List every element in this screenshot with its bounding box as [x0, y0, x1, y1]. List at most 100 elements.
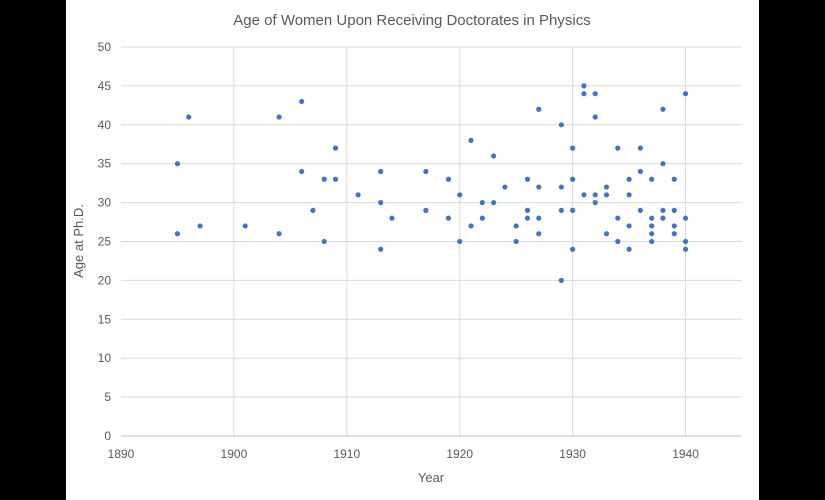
data-point [637, 145, 643, 151]
data-point [479, 215, 485, 221]
data-point [603, 231, 610, 237]
data-point [524, 207, 531, 213]
data-point [581, 83, 587, 89]
x-tick-label: 1900 [221, 447, 248, 461]
y-tick-label: 10 [98, 351, 112, 365]
x-tick-label: 1890 [108, 447, 135, 461]
data-point [378, 168, 384, 175]
data-point [524, 215, 531, 221]
data-point [423, 207, 429, 213]
data-point [626, 246, 632, 252]
x-axis-label: Year [418, 470, 445, 485]
y-tick-label: 5 [104, 390, 111, 404]
y-tick-label: 0 [104, 429, 111, 443]
data-point [558, 207, 564, 213]
data-point [592, 114, 598, 120]
scatter-chart: Age of Women Upon Receiving Doctorates i… [71, 12, 742, 485]
y-tick-label: 40 [98, 118, 112, 132]
data-point [536, 106, 542, 112]
data-point [615, 215, 621, 221]
chart-title: Age of Women Upon Receiving Doctorates i… [233, 12, 590, 29]
data-point [660, 161, 666, 167]
data-point [491, 200, 497, 206]
data-point [570, 176, 576, 182]
data-point [197, 223, 203, 229]
data-point [378, 200, 384, 206]
data-point [174, 231, 181, 237]
data-point [321, 238, 327, 245]
data-point [649, 238, 655, 245]
data-point [332, 176, 339, 182]
data-point [626, 192, 632, 198]
data-point [423, 168, 429, 175]
data-point [592, 91, 598, 97]
data-point [660, 215, 666, 221]
y-axis-label: Age at Ph.D. [71, 204, 86, 278]
data-point [671, 223, 677, 229]
data-point [581, 91, 587, 97]
data-points [174, 83, 689, 283]
data-point [570, 246, 576, 252]
data-point [649, 231, 655, 237]
data-point [536, 215, 542, 221]
data-point [649, 223, 655, 229]
data-point [524, 176, 531, 182]
data-point [603, 192, 610, 198]
data-point [558, 184, 564, 190]
data-point [299, 168, 305, 175]
data-point [671, 176, 677, 182]
data-point [603, 184, 610, 190]
data-point [310, 207, 316, 213]
data-point [457, 192, 463, 198]
data-point [332, 145, 339, 151]
data-point [581, 192, 587, 198]
y-tick-label: 35 [98, 157, 112, 171]
data-point [186, 114, 192, 120]
data-point [660, 106, 666, 112]
data-point [378, 246, 384, 252]
data-point [389, 215, 395, 221]
y-tick-label: 20 [98, 273, 112, 287]
data-point [637, 168, 643, 175]
data-point [536, 231, 542, 237]
data-point [558, 277, 564, 283]
data-point [649, 215, 655, 221]
data-point [445, 176, 452, 182]
data-point [558, 122, 564, 128]
x-tick-label: 1940 [672, 447, 699, 461]
data-point [457, 238, 463, 245]
data-point [615, 145, 621, 151]
chart-area: Age of Women Upon Receiving Doctorates i… [66, 0, 759, 500]
data-point [276, 114, 282, 120]
data-point [626, 176, 632, 182]
data-point [649, 176, 655, 182]
data-point [355, 192, 361, 198]
y-tick-label: 45 [98, 79, 112, 93]
data-point [682, 246, 689, 252]
data-point [626, 223, 632, 229]
x-tick-label: 1930 [559, 447, 586, 461]
x-tick-label: 1920 [446, 447, 473, 461]
data-point [479, 200, 485, 206]
x-tick-label: 1910 [333, 447, 360, 461]
data-point [174, 161, 181, 167]
data-point [570, 145, 576, 151]
data-point [615, 238, 621, 245]
data-point [682, 238, 689, 245]
data-point [468, 223, 474, 229]
data-point [536, 184, 542, 190]
data-point [276, 231, 282, 237]
y-tick-label: 50 [98, 40, 112, 54]
data-point [671, 207, 677, 213]
y-tick-label: 15 [98, 312, 112, 326]
data-point [242, 223, 248, 229]
data-point [592, 200, 598, 206]
data-point [321, 176, 327, 182]
data-point [445, 215, 452, 221]
tick-labels: 0 5 10 15 20 25 30 35 40 45 50 1890 1900 1910 1920 1930… [98, 40, 700, 461]
data-point [570, 207, 576, 213]
data-point [468, 137, 474, 143]
data-point [513, 238, 519, 245]
data-point [682, 91, 689, 97]
y-tick-label: 25 [98, 235, 112, 249]
